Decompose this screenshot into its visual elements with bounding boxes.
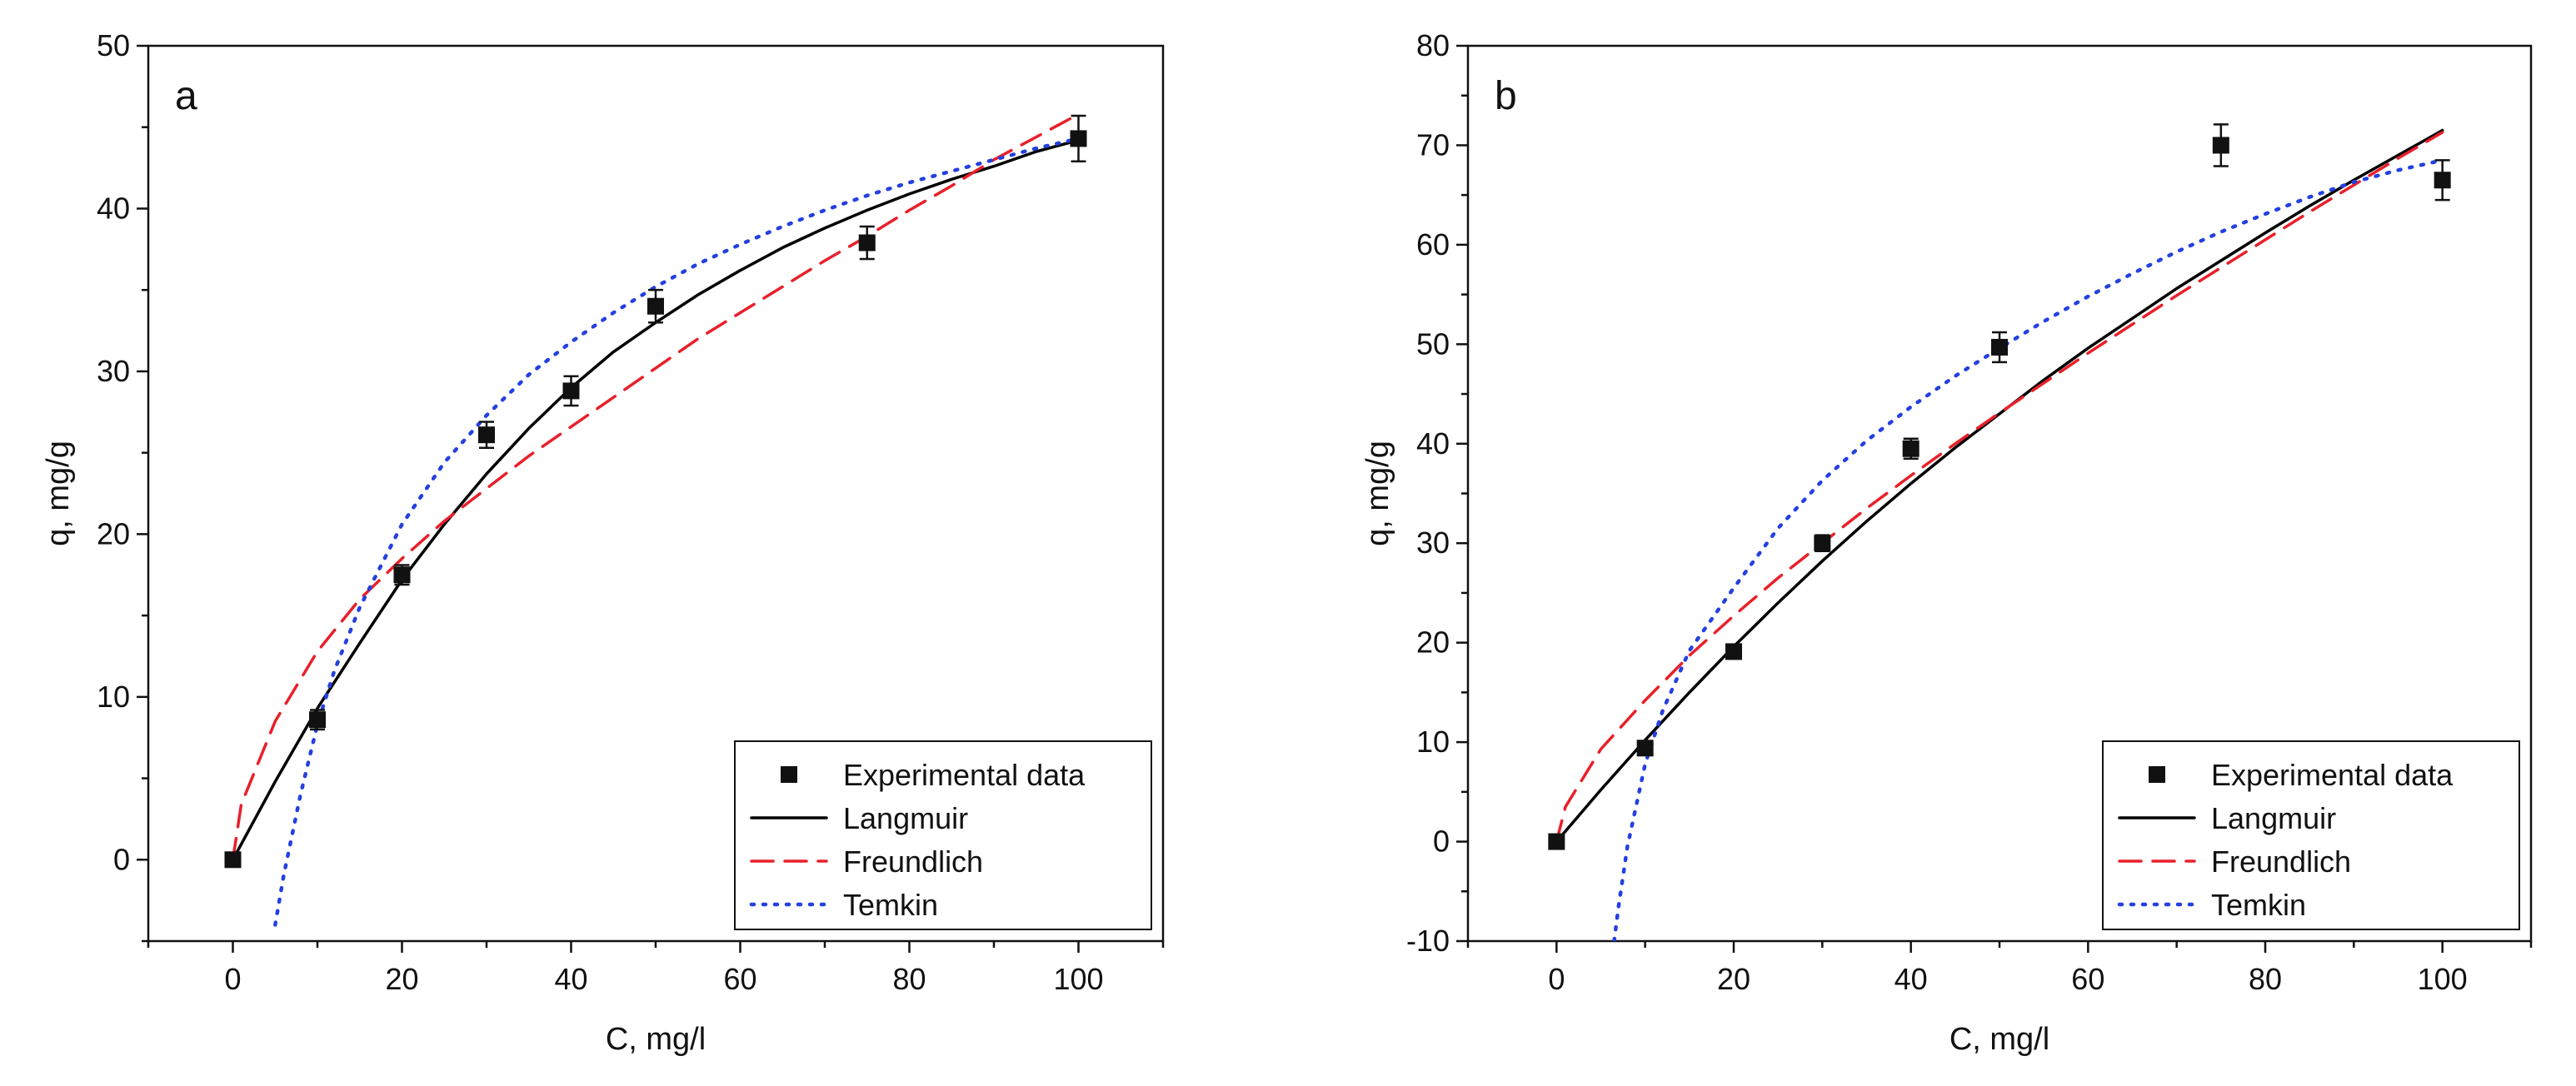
panel-label: a (175, 74, 197, 118)
legend-label-temkin: Temkin (2211, 888, 2306, 922)
data-marker (1902, 440, 1920, 457)
legend-label-experimental-data: Experimental data (2211, 758, 2454, 792)
data-marker (1814, 535, 1831, 552)
series-langmuir-line (1555, 128, 2444, 844)
legend-label-langmuir: Langmuir (843, 801, 968, 835)
x-tick-label: 40 (1895, 962, 1928, 996)
legend-swatch-experimental-data (2149, 766, 2165, 783)
chart-panel-a: 0 20 40 60 80 100 0 10 20 30 40 50 C, mg/l q, mg/g a Ex… (41, 28, 1165, 1057)
legend-swatch-experimental-data (781, 766, 797, 783)
legend: Experimental data Langmuir Freundlich Temki… (2102, 740, 2520, 930)
x-tick-label: 20 (1717, 962, 1750, 996)
data-point (858, 225, 876, 261)
y-tick-label: 20 (1416, 625, 1450, 660)
legend-label-temkin: Temkin (843, 888, 938, 922)
y-tick-label: 80 (1416, 28, 1450, 62)
data-marker (478, 426, 495, 444)
x-tick-label: 0 (1548, 962, 1565, 996)
x-tick-label: 60 (2071, 962, 2104, 996)
data-marker (647, 297, 664, 315)
panel-label: b (1495, 74, 1517, 118)
x-axis-title: C, mg/l (1949, 1022, 2049, 1057)
data-marker (2212, 137, 2229, 154)
data-point (1814, 534, 1831, 553)
data-point (393, 564, 411, 586)
data-marker (1070, 130, 1087, 147)
data-marker (1725, 643, 1742, 660)
legend-label-langmuir: Langmuir (2211, 801, 2336, 835)
y-tick-label: 40 (97, 191, 130, 225)
x-tick-label: 20 (385, 962, 418, 996)
y-tick-label: 20 (97, 516, 130, 550)
data-marker (309, 711, 326, 729)
y-tick-label: 0 (1433, 824, 1450, 859)
data-marker (1991, 338, 2008, 356)
data-point (2434, 159, 2451, 202)
y-tick-label: 60 (1416, 227, 1450, 262)
x-tick-label: 60 (723, 962, 756, 996)
x-axis-title: C, mg/l (606, 1022, 706, 1057)
data-point (647, 288, 664, 324)
data-point (1991, 331, 2008, 364)
y-tick-label: 10 (97, 680, 130, 714)
data-point (478, 421, 495, 450)
legend-box (2102, 740, 2520, 930)
data-marker (393, 566, 411, 584)
y-tick-label: 0 (113, 842, 130, 876)
data-marker (1636, 740, 1654, 757)
chart-panel-b: 0 20 40 60 80 100 -10 0 10 20 30 40 50 60 70 80 C, mg/l q… (1360, 28, 2533, 1057)
legend-label-experimental-data: Experimental data (843, 758, 1086, 792)
series-temkin-line (273, 137, 1081, 927)
x-tick-label: 0 (224, 962, 241, 996)
data-point (1725, 643, 1742, 660)
x-tick-label: 80 (2249, 962, 2282, 996)
y-tick-label: 40 (1416, 426, 1450, 461)
x-tick-label: 100 (1053, 962, 1103, 996)
y-tick-label: 50 (97, 28, 130, 62)
series-freundlich-line (1555, 131, 2444, 844)
y-axis-title: q, mg/g (41, 441, 76, 546)
x-tick-label: 80 (892, 962, 926, 996)
y-tick-label: 70 (1416, 127, 1450, 162)
data-marker (1548, 833, 1565, 850)
x-tick-label: 40 (554, 962, 587, 996)
legend-box (734, 740, 1152, 930)
data-point (1070, 114, 1087, 163)
data-point (1548, 833, 1565, 850)
y-tick-label: 50 (1416, 326, 1450, 361)
data-marker (562, 382, 580, 400)
legend-label-freundlich: Freundlich (843, 844, 983, 879)
series-freundlich-line (231, 112, 1081, 862)
y-tick-label: 30 (97, 354, 130, 388)
y-axis-title: q, mg/g (1360, 441, 1395, 546)
legend: Experimental data Langmuir Freundlich Temki… (734, 740, 1152, 930)
data-point (1636, 740, 1654, 757)
y-tick-label: -10 (1406, 924, 1450, 958)
x-tick-label: 100 (2418, 962, 2468, 996)
data-point (1902, 437, 1920, 460)
data-point (2212, 123, 2229, 167)
series-temkin-line (1612, 158, 2444, 941)
y-tick-label: 10 (1416, 725, 1450, 759)
legend-label-freundlich: Freundlich (2211, 844, 2351, 879)
data-point (224, 851, 242, 869)
data-marker (2434, 172, 2451, 189)
data-marker (858, 234, 876, 252)
data-point (562, 375, 580, 407)
data-marker (224, 851, 242, 869)
y-tick-label: 30 (1416, 526, 1450, 560)
curves (1555, 128, 2444, 941)
data-point (309, 709, 326, 731)
